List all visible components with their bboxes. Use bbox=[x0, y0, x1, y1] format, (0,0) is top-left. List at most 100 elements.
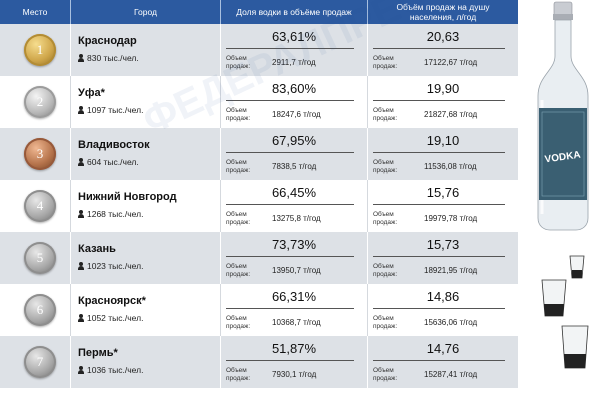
per-capita-volume: 17122,67 т/год bbox=[424, 58, 478, 67]
person-icon bbox=[78, 158, 84, 166]
share-percent: 63,61% bbox=[271, 29, 317, 44]
header-place: Место bbox=[0, 0, 70, 24]
per-capita-value: 15,73 bbox=[426, 237, 460, 252]
volume-label: Объем продаж: bbox=[373, 211, 398, 226]
volume-label: Объем продаж: bbox=[373, 159, 398, 174]
city-name: Краснодар bbox=[78, 35, 137, 47]
per-capita-value: 19,90 bbox=[426, 81, 460, 96]
population: 830 тыс./чел. bbox=[78, 53, 139, 63]
share-percent: 67,95% bbox=[271, 133, 317, 148]
city-name: Нижний Новгород bbox=[78, 191, 177, 203]
divider bbox=[226, 100, 354, 101]
person-icon bbox=[78, 54, 84, 62]
divider bbox=[226, 48, 354, 49]
column-separator bbox=[70, 284, 71, 336]
column-separator bbox=[367, 128, 368, 180]
city-name: Казань bbox=[78, 243, 116, 255]
table-row: 2 Уфа* 1097 тыс./чел. 83,60% Объем продаж: 18… bbox=[0, 76, 518, 128]
rank-medal: 7 bbox=[24, 346, 56, 378]
volume-label: Объем продаж: bbox=[373, 107, 398, 122]
divider bbox=[373, 360, 505, 361]
per-capita-value: 14,76 bbox=[426, 341, 460, 356]
person-icon bbox=[78, 366, 84, 374]
table-row: 4 Нижний Новгород 1268 тыс./чел. 66,45% Объе… bbox=[0, 180, 518, 232]
volume-label: Объем продаж: bbox=[226, 55, 251, 70]
table-row: 7 Пермь* 1036 тыс./чел. 51,87% Объем продаж:… bbox=[0, 336, 518, 388]
share-percent: 73,73% bbox=[271, 237, 317, 252]
divider bbox=[226, 204, 354, 205]
volume-label: Объем продаж: bbox=[226, 159, 251, 174]
population-value: 830 тыс./чел. bbox=[87, 53, 139, 63]
table-row: 1 Краснодар 830 тыс./чел. 63,61% Объем прода… bbox=[0, 24, 518, 76]
population-value: 604 тыс./чел. bbox=[87, 157, 139, 167]
divider bbox=[373, 152, 505, 153]
table-row: 5 Казань 1023 тыс./чел. 73,73% Объем продаж:… bbox=[0, 232, 518, 284]
city-name: Пермь* bbox=[78, 347, 118, 359]
volume-label: Объем продаж: bbox=[226, 263, 251, 278]
column-separator bbox=[220, 284, 221, 336]
rank-medal: 6 bbox=[24, 294, 56, 326]
column-separator bbox=[220, 180, 221, 232]
share-volume: 18247,6 т/год bbox=[272, 110, 321, 119]
share-percent: 51,87% bbox=[271, 341, 317, 356]
per-capita-volume: 15636,06 т/год bbox=[424, 318, 478, 327]
divider bbox=[226, 360, 354, 361]
share-volume: 13275,8 т/год bbox=[272, 214, 321, 223]
volume-label: Объем продаж: bbox=[373, 263, 398, 278]
share-percent: 66,31% bbox=[271, 289, 317, 304]
table-row: 3 Владивосток 604 тыс./чел. 67,95% Объем про… bbox=[0, 128, 518, 180]
share-volume: 2911,7 т/год bbox=[272, 58, 316, 67]
divider bbox=[226, 152, 354, 153]
divider bbox=[373, 48, 505, 49]
column-separator bbox=[220, 24, 221, 76]
per-capita-volume: 18921,95 т/год bbox=[424, 266, 478, 275]
share-volume: 10368,7 т/год bbox=[272, 318, 321, 327]
volume-label: Объем продаж: bbox=[373, 367, 398, 382]
column-separator bbox=[70, 232, 71, 284]
rank-medal: 3 bbox=[24, 138, 56, 170]
column-separator bbox=[367, 180, 368, 232]
population: 1052 тыс./чел. bbox=[78, 313, 143, 323]
population: 1036 тыс./чел. bbox=[78, 365, 143, 375]
population-value: 1052 тыс./чел. bbox=[87, 313, 144, 323]
volume-label: Объем продаж: bbox=[226, 315, 251, 330]
per-capita-value: 19,10 bbox=[426, 133, 460, 148]
divider bbox=[226, 308, 354, 309]
per-capita-volume: 21827,68 т/год bbox=[424, 110, 478, 119]
header-separator bbox=[70, 0, 71, 24]
column-separator bbox=[220, 232, 221, 284]
rank-medal: 5 bbox=[24, 242, 56, 274]
per-capita-value: 14,86 bbox=[426, 289, 460, 304]
city-name: Владивосток bbox=[78, 139, 150, 151]
rank-medal: 4 bbox=[24, 190, 56, 222]
person-icon bbox=[78, 210, 84, 218]
population: 1097 тыс./чел. bbox=[78, 105, 143, 115]
per-capita-volume: 11536,08 т/год bbox=[424, 162, 477, 171]
column-separator bbox=[367, 24, 368, 76]
column-separator bbox=[220, 336, 221, 388]
volume-label: Объем продаж: bbox=[373, 55, 398, 70]
share-percent: 66,45% bbox=[271, 185, 317, 200]
per-capita-volume: 19979,78 т/год bbox=[424, 214, 478, 223]
divider bbox=[373, 308, 505, 309]
column-separator bbox=[70, 76, 71, 128]
per-capita-volume: 15287,41 т/год bbox=[424, 370, 478, 379]
divider bbox=[373, 256, 505, 257]
column-separator bbox=[367, 336, 368, 388]
header-city: Город bbox=[71, 0, 220, 24]
glass-icon bbox=[561, 325, 589, 369]
column-separator bbox=[70, 24, 71, 76]
population: 1268 тыс./чел. bbox=[78, 209, 143, 219]
population: 1023 тыс./чел. bbox=[78, 261, 143, 271]
divider bbox=[373, 100, 505, 101]
population-value: 1036 тыс./чел. bbox=[87, 365, 144, 375]
divider bbox=[226, 256, 354, 257]
per-capita-value: 20,63 bbox=[426, 29, 460, 44]
header-per-capita: Объём продаж на душу населения, л/год bbox=[368, 0, 518, 24]
person-icon bbox=[78, 106, 84, 114]
city-name: Красноярск* bbox=[78, 295, 146, 307]
column-separator bbox=[220, 76, 221, 128]
person-icon bbox=[78, 262, 84, 270]
vodka-illustration: VODKA bbox=[537, 1, 589, 369]
